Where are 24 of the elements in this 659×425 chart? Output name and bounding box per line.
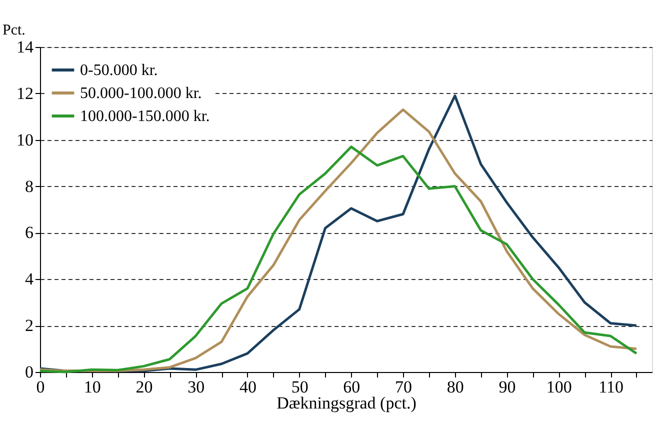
y-tick-label: 14 [16, 38, 34, 56]
legend-label: 0-50.000 kr. [80, 62, 158, 79]
legend-label: 50.000-100.000 kr. [80, 85, 202, 102]
x-tick-label: 60 [343, 378, 360, 396]
y-tick-label: 10 [16, 130, 34, 150]
y-tick-label: 8 [25, 176, 34, 196]
y-tick-label: 0 [25, 362, 34, 382]
x-tick-label: 90 [498, 378, 516, 396]
x-tick-label: 30 [188, 378, 205, 396]
x-tick-label: 70 [395, 378, 412, 396]
x-tick-label: 20 [136, 378, 153, 396]
x-tick-label: 110 [598, 378, 624, 396]
y-tick-label: 12 [16, 84, 34, 103]
x-axis-title: Dækningsgrad (pct.) [276, 394, 416, 412]
x-tick-label: 80 [446, 378, 464, 396]
y-axis-title: Pct. [2, 22, 26, 38]
y-tick-label: 6 [25, 223, 34, 242]
x-tick-label: 50 [291, 378, 308, 396]
y-tick-label: 4 [25, 270, 34, 289]
x-tick-label: 100 [546, 378, 572, 396]
x-tick-label: 10 [84, 378, 101, 396]
y-tick-label: 2 [25, 316, 34, 336]
x-tick-label: 40 [239, 378, 256, 396]
legend-label: 100.000-150.000 kr. [80, 108, 210, 125]
